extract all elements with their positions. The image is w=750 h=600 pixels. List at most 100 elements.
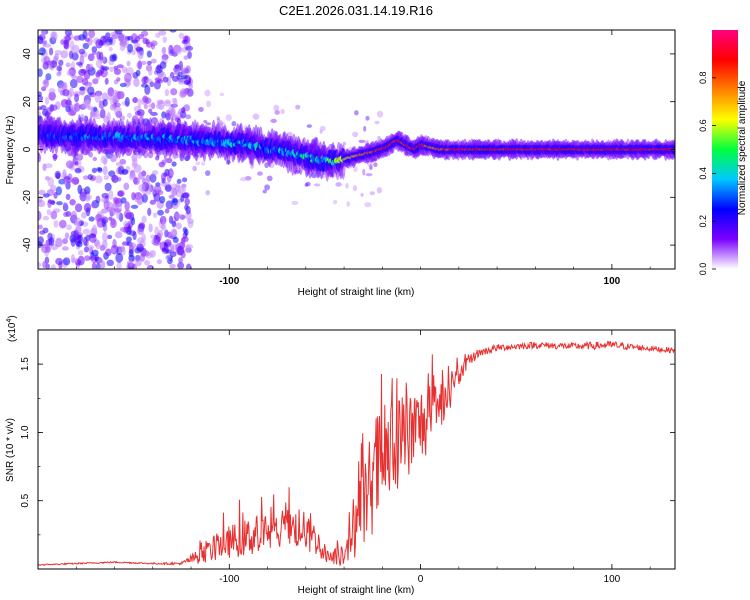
heatmap-noise-cell [159,196,166,204]
heatmap-noise-cell [365,173,373,177]
heatmap-noise-cell [69,40,75,51]
snr-frame [37,329,676,570]
heatmap-noise-cell [184,198,190,206]
heatmap-noise-cell [82,175,89,180]
heatmap-noise-cell [131,217,136,226]
heatmap-noise-cell [87,106,94,111]
heatmap-noise-cell [79,86,86,91]
snr-y-label: SNR (10 * v/v) [5,418,16,482]
heatmap-noise-cell [153,184,162,194]
heatmap-noise-cell [62,257,71,266]
heatmap-noise-cell [69,87,74,97]
heatmap-noise-cell [203,120,208,124]
heatmap-noise-cell [131,157,138,167]
heatmap-noise-cell [38,152,41,163]
heatmap-noise-cell [38,110,41,117]
heatmap-noise-cell [187,220,194,229]
heatmap-noise-cell [82,228,91,235]
heatmap-noise-cell [89,233,97,243]
heatmap-noise-cell [48,91,56,101]
heatmap-noise-cell [84,255,91,262]
snr-x-tick-label: 0 [418,574,424,585]
heatmap-noise-cell [76,61,83,66]
heatmap-noise-cell [74,93,80,103]
heatmap-noise-cell [74,161,79,166]
heatmap-noise-cell [157,209,164,216]
heatmap-noise-cell [165,254,172,261]
heatmap-noise-cell [120,34,128,45]
heatmap-noise-cell [138,184,146,192]
heatmap-noise-cell [183,55,189,60]
snr-x-label: Height of straight line (km) [298,585,415,596]
heatmap-noise-cell [280,108,285,115]
heatmap-noise-cell [362,168,366,176]
heatmap-noise-cell [94,93,102,103]
heatmap-noise-cell [75,75,84,84]
heatmap-noise-cell [178,32,185,39]
spectrogram-y-tick-label: 0 [22,146,33,152]
heatmap-noise-cell [50,184,57,192]
heatmap-noise-cell [149,81,155,88]
heatmap-noise-cell [160,172,167,181]
heatmap-noise-cell [252,113,260,120]
heatmap-noise-cell [148,103,156,108]
heatmap-noise-cell [147,207,152,217]
heatmap-noise-cell [101,208,107,214]
heatmap-noise-cell [38,236,44,245]
heatmap-noise-cell [70,254,76,264]
heatmap-noise-cell [56,65,63,72]
heatmap-noise-cell [158,30,167,36]
heatmap-noise-cell [48,237,55,247]
heatmap-noise-cell [57,84,63,94]
heatmap-noise-cell [113,68,122,75]
heatmap-noise-cell [164,89,170,97]
heatmap-noise-cell [38,210,42,221]
heatmap-noise-cell [295,104,301,110]
heatmap-noise-cell [99,108,106,119]
heatmap-noise-cell [262,189,267,194]
heatmap-noise-cell [164,208,170,214]
heatmap-noise-cell [64,30,72,37]
heatmap-noise-cell [103,42,110,47]
heatmap-noise-cell [62,88,70,97]
spectrogram-y-tick-label: 20 [22,96,33,108]
heatmap-noise-cell [83,71,91,80]
heatmap-noise-cell [220,121,226,126]
heatmap-noise-cell [257,171,263,176]
heatmap-noise-cell [170,88,178,96]
heatmap-noise-cell [136,61,143,69]
heatmap-noise-cell [198,106,204,112]
heatmap-noise-cell [115,161,124,167]
spectrogram-x-ticks: -100 100 [75,30,651,287]
heatmap-noise-cell [142,250,150,257]
heatmap-noise-cell [174,64,180,70]
heatmap-noise-cell [192,165,197,172]
heatmap-noise-cell [157,229,164,238]
heatmap-noise-cell [273,104,280,112]
heatmap-noise-cell [109,104,117,111]
heatmap-noise-cell [138,222,146,230]
heatmap-noise-cell [201,161,205,166]
heatmap-noise-cell [100,197,108,203]
heatmap-noise-cell [107,95,113,101]
heatmap-noise-cell [114,231,123,239]
heatmap-cells [38,30,675,269]
heatmap-noise-cell [124,97,130,107]
heatmap-noise-cell [205,100,212,108]
heatmap-noise-cell [168,194,175,199]
heatmap-noise-cell [38,94,44,102]
spectrogram-y-ticks: -40 -20 0 20 40 [22,48,675,252]
heatmap-noise-cell [55,186,63,196]
heatmap-noise-cell [182,192,190,199]
heatmap-noise-cell [101,92,109,102]
heatmap-noise-cell [274,109,280,115]
heatmap-noise-cell [150,42,155,50]
heatmap-noise-cell [88,30,96,39]
heatmap-noise-cell [121,66,128,74]
heatmap-noise-cell [128,242,137,250]
heatmap-noise-cell [41,30,47,38]
heatmap-noise-cell [66,70,75,77]
heatmap-noise-cell [291,200,299,205]
heatmap-noise-cell [185,263,192,269]
